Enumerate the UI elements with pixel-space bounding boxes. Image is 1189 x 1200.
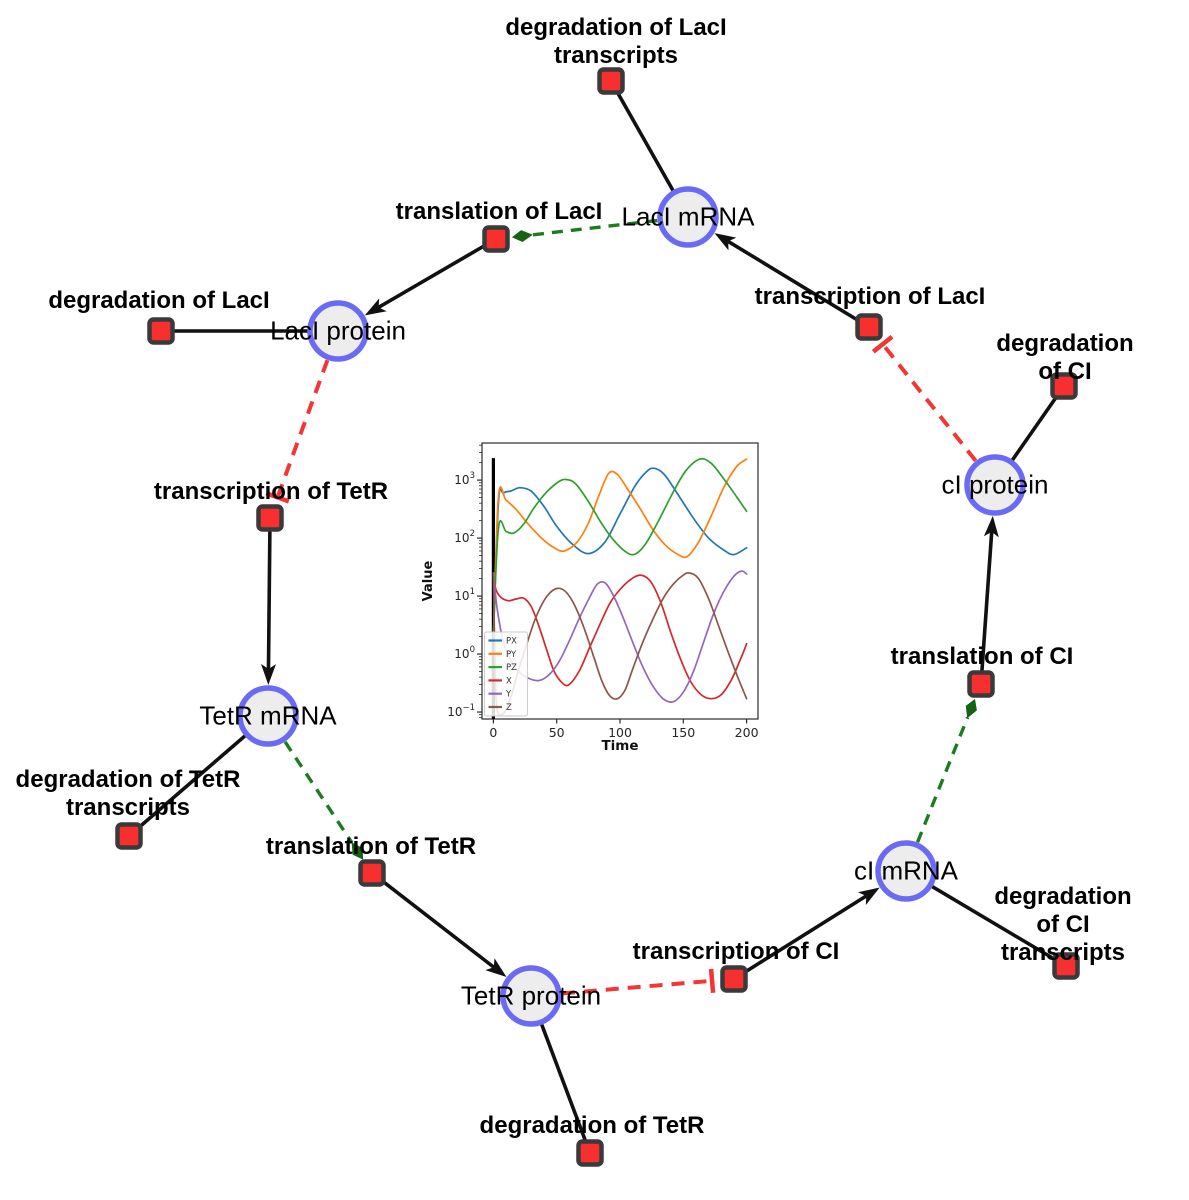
edge-product-txn-laci-to-laci-mrna bbox=[714, 233, 870, 329]
edges-layer bbox=[127, 80, 1067, 1154]
species-node-laci-protein[interactable] bbox=[307, 300, 369, 362]
series-py bbox=[492, 458, 748, 638]
legend-entry-y: Y bbox=[505, 690, 512, 700]
reaction-node-transl-laci[interactable] bbox=[482, 225, 510, 253]
reaction-node-deg-ci-transcripts[interactable] bbox=[1052, 952, 1080, 980]
svg-text:0: 0 bbox=[489, 725, 497, 740]
series-x bbox=[492, 572, 748, 700]
svg-text:100: 100 bbox=[454, 645, 475, 661]
reaction-node-txn-laci[interactable] bbox=[855, 313, 883, 341]
edge-product-txn-ci-to-ci-mrna bbox=[733, 887, 880, 981]
species-node-tetr-protein[interactable] bbox=[500, 965, 562, 1027]
svg-text:150: 150 bbox=[671, 725, 695, 740]
species-node-laci-mrna[interactable] bbox=[657, 186, 719, 248]
series-px bbox=[492, 467, 748, 638]
reaction-node-transl-tetr[interactable] bbox=[358, 859, 386, 887]
reaction-node-deg-tetr-transcripts[interactable] bbox=[115, 822, 143, 850]
reaction-node-transl-ci[interactable] bbox=[967, 670, 995, 698]
edge-product-transl-laci-to-laci-protein bbox=[364, 237, 497, 316]
svg-text:102: 102 bbox=[454, 529, 475, 545]
plot-series bbox=[491, 457, 748, 719]
series-pz bbox=[492, 457, 748, 638]
species-node-ci-protein[interactable] bbox=[964, 454, 1026, 516]
svg-text:50: 50 bbox=[549, 725, 565, 740]
legend-entry-px: PX bbox=[506, 637, 517, 647]
reaction-node-txn-ci[interactable] bbox=[720, 965, 748, 993]
edge-product-txn-tetr-to-tetr-mrna bbox=[261, 517, 276, 685]
y-axis-label: Value bbox=[421, 560, 436, 601]
legend-entry-x: X bbox=[506, 676, 512, 686]
reaction-node-deg-laci[interactable] bbox=[147, 317, 175, 345]
svg-text:103: 103 bbox=[454, 471, 475, 487]
svg-text:200: 200 bbox=[735, 725, 759, 740]
edge-modifier-tetr-mrna-to-transl-tetr bbox=[283, 740, 364, 860]
svg-text:10−1: 10−1 bbox=[447, 703, 475, 719]
reaction-node-deg-tetr[interactable] bbox=[576, 1139, 604, 1167]
edge-product-transl-ci-to-ci-protein bbox=[979, 515, 999, 685]
reaction-node-deg-ci[interactable] bbox=[1050, 372, 1078, 400]
legend-entry-z: Z bbox=[506, 703, 512, 713]
nodes-layer bbox=[115, 67, 1080, 1167]
plot-legend: PX PY PZ XYZ bbox=[484, 631, 528, 717]
edge-reactant-ci-mrna-to-deg-ci-transcripts bbox=[905, 869, 1067, 968]
svg-text:100: 100 bbox=[608, 725, 632, 740]
x-axis-label: Time bbox=[601, 738, 638, 754]
edge-modifier-ci-mrna-to-transl-ci bbox=[915, 698, 977, 843]
legend-entry-pz: PZ bbox=[506, 663, 517, 673]
svg-text:101: 101 bbox=[454, 587, 475, 603]
edge-inhibition-ci-protein-to-txn-laci bbox=[871, 334, 978, 463]
edge-inhibition-tetr-protein-to-txn-ci bbox=[561, 968, 716, 996]
edge-inhibition-laci-protein-to-txn-tetr bbox=[265, 359, 330, 504]
time-series-plot: 0 50 100 150 20010−1100101102103TimeValuePXP… bbox=[421, 433, 776, 769]
edge-modifier-laci-mrna-to-transl-laci bbox=[511, 218, 658, 242]
legend-entry-py: PY bbox=[506, 650, 517, 660]
reaction-node-deg-laci-transcripts[interactable] bbox=[597, 67, 625, 95]
species-node-tetr-mrna[interactable] bbox=[237, 685, 299, 747]
reaction-node-txn-tetr[interactable] bbox=[256, 504, 284, 532]
edge-product-transl-tetr-to-tetr-protein bbox=[370, 871, 507, 977]
species-node-ci-mrna[interactable] bbox=[875, 840, 937, 902]
